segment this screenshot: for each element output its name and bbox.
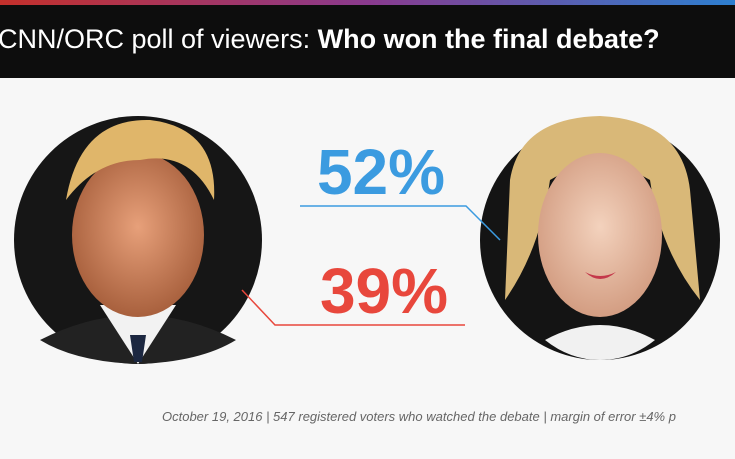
connector-blue (300, 205, 501, 241)
result-high: 52% (317, 136, 445, 208)
title-lead: CNN/ORC poll of viewers: (0, 24, 311, 54)
header-bar: CNN/ORC poll of viewers: Who won the fin… (0, 0, 735, 78)
right-portrait (480, 116, 720, 360)
result-low: 39% (320, 255, 448, 327)
title-question: Who won the final debate? (317, 24, 660, 54)
left-portrait (14, 116, 262, 364)
footnote: October 19, 2016 | 547 registered voters… (162, 409, 676, 424)
connector-red (241, 289, 465, 326)
title: CNN/ORC poll of viewers: Who won the fin… (0, 24, 660, 55)
color-stripe (0, 0, 735, 5)
